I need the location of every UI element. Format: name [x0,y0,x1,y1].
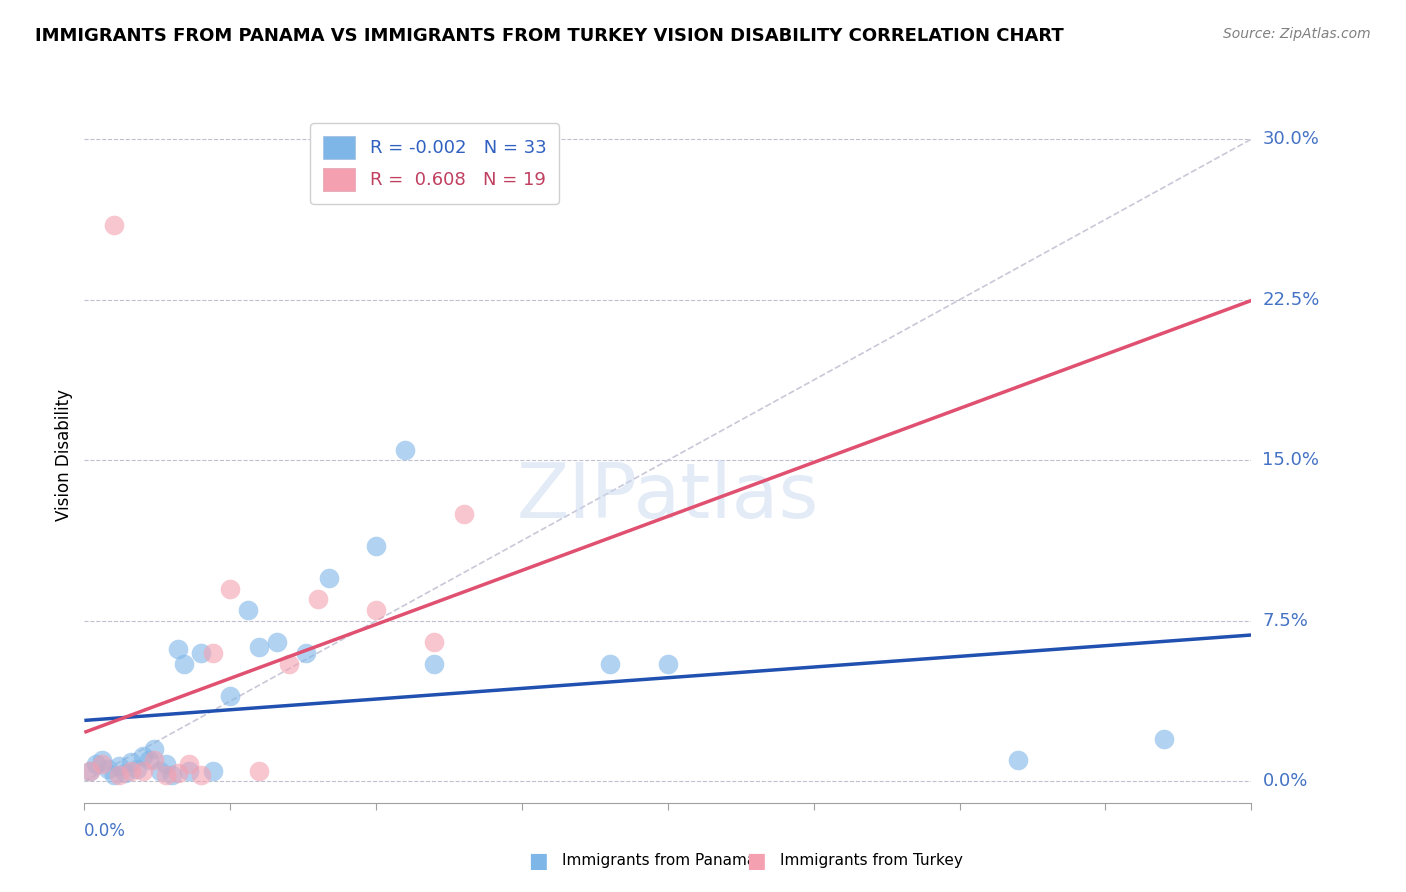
Point [1153,731,1175,746]
Point [84,757,107,772]
Point [143,742,166,756]
Point [166,641,188,656]
Point [108,768,131,782]
Point [453,507,475,521]
Point [247,764,270,778]
Point [423,635,446,649]
Point [219,582,242,596]
Point [79,764,101,778]
Text: Immigrants from Turkey: Immigrants from Turkey [780,854,963,868]
Point [318,571,340,585]
Point [366,539,388,553]
Text: 22.5%: 22.5% [1263,291,1320,309]
Point [120,755,142,769]
Point [201,646,224,660]
Point [266,635,288,649]
Text: 30.0%: 30.0% [1263,130,1319,148]
Text: 7.5%: 7.5% [1263,612,1309,630]
Point [190,768,212,782]
Point [79,764,101,778]
Point [120,764,142,778]
Point [132,748,155,763]
Point [423,657,446,671]
Text: Source: ZipAtlas.com: Source: ZipAtlas.com [1223,27,1371,41]
Text: ■: ■ [747,851,766,871]
Point [125,762,148,776]
Point [97,762,120,776]
Point [190,646,212,660]
Point [160,768,183,782]
Text: ZIPatlas: ZIPatlas [516,459,820,533]
Point [103,768,125,782]
Point [143,753,166,767]
Point [149,764,172,778]
Point [138,753,160,767]
Text: 0.0%: 0.0% [1263,772,1308,790]
Point [166,765,188,780]
Point [90,757,112,772]
Point [366,603,388,617]
Point [295,646,318,660]
Point [173,657,195,671]
Text: ■: ■ [529,851,548,871]
Point [103,218,125,232]
Point [307,592,329,607]
Point [179,757,201,772]
Text: 15.0%: 15.0% [1263,451,1319,469]
Point [155,768,177,782]
Point [657,657,679,671]
Point [201,764,224,778]
Point [179,764,201,778]
Point [90,753,112,767]
Point [155,757,177,772]
Legend: R = -0.002   N = 33, R =  0.608   N = 19: R = -0.002 N = 33, R = 0.608 N = 19 [309,123,560,203]
Y-axis label: Vision Disability: Vision Disability [55,389,73,521]
Point [219,689,242,703]
Text: IMMIGRANTS FROM PANAMA VS IMMIGRANTS FROM TURKEY VISION DISABILITY CORRELATION C: IMMIGRANTS FROM PANAMA VS IMMIGRANTS FRO… [35,27,1064,45]
Point [114,765,136,780]
Point [108,759,131,773]
Point [247,640,270,654]
Point [394,442,416,457]
Point [132,764,155,778]
Text: Immigrants from Panama: Immigrants from Panama [562,854,756,868]
Point [1007,753,1029,767]
Point [236,603,259,617]
Point [277,657,299,671]
Point [599,657,621,671]
Text: 0.0%: 0.0% [84,822,127,840]
